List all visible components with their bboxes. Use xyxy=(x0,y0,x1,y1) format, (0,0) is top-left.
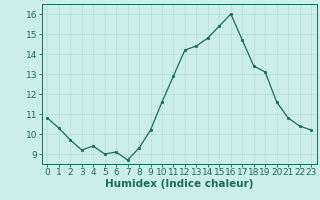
X-axis label: Humidex (Indice chaleur): Humidex (Indice chaleur) xyxy=(105,179,253,189)
